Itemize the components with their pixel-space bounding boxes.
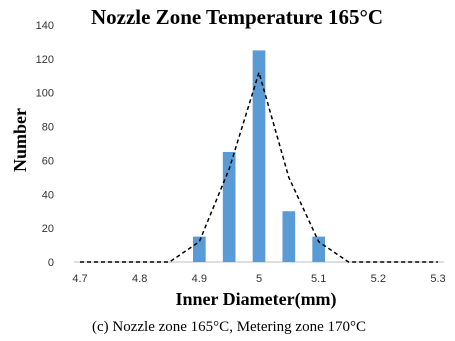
bar (282, 211, 296, 262)
x-tick-label: 5.1 (311, 273, 326, 285)
chart-title: Nozzle Zone Temperature 165°C (91, 5, 383, 29)
y-tick-label: 0 (48, 257, 54, 269)
figure-caption: (c) Nozzle zone 165°C, Metering zone 170… (92, 319, 366, 335)
y-tick-label: 80 (42, 122, 54, 134)
bar (312, 236, 326, 262)
y-tick-label: 140 (36, 20, 54, 32)
x-tick-labels: 4.7 4.8 4.9 5 5.1 5.2 5.3 (72, 273, 445, 285)
bar (222, 151, 236, 262)
x-tick-label: 5 (256, 273, 262, 285)
y-tick-label: 120 (36, 54, 54, 66)
y-tick-label: 100 (36, 88, 54, 100)
trend-line (80, 69, 438, 263)
x-tick-label: 5.3 (430, 273, 445, 285)
y-tick-label: 60 (42, 155, 54, 167)
y-tick-labels: 0 20 40 60 80 100 120 140 (36, 20, 54, 269)
y-tick-label: 40 (42, 189, 54, 201)
bar-series (192, 50, 326, 263)
x-tick-label: 4.9 (192, 273, 207, 285)
x-axis-title: Inner Diameter(mm) (175, 289, 336, 310)
bar (252, 50, 266, 263)
y-axis-title: Number (10, 108, 30, 172)
x-tick-label: 4.8 (132, 273, 147, 285)
y-tick-label: 20 (42, 223, 54, 235)
x-tick-label: 5.2 (371, 273, 386, 285)
x-tick-label: 4.7 (72, 273, 87, 285)
